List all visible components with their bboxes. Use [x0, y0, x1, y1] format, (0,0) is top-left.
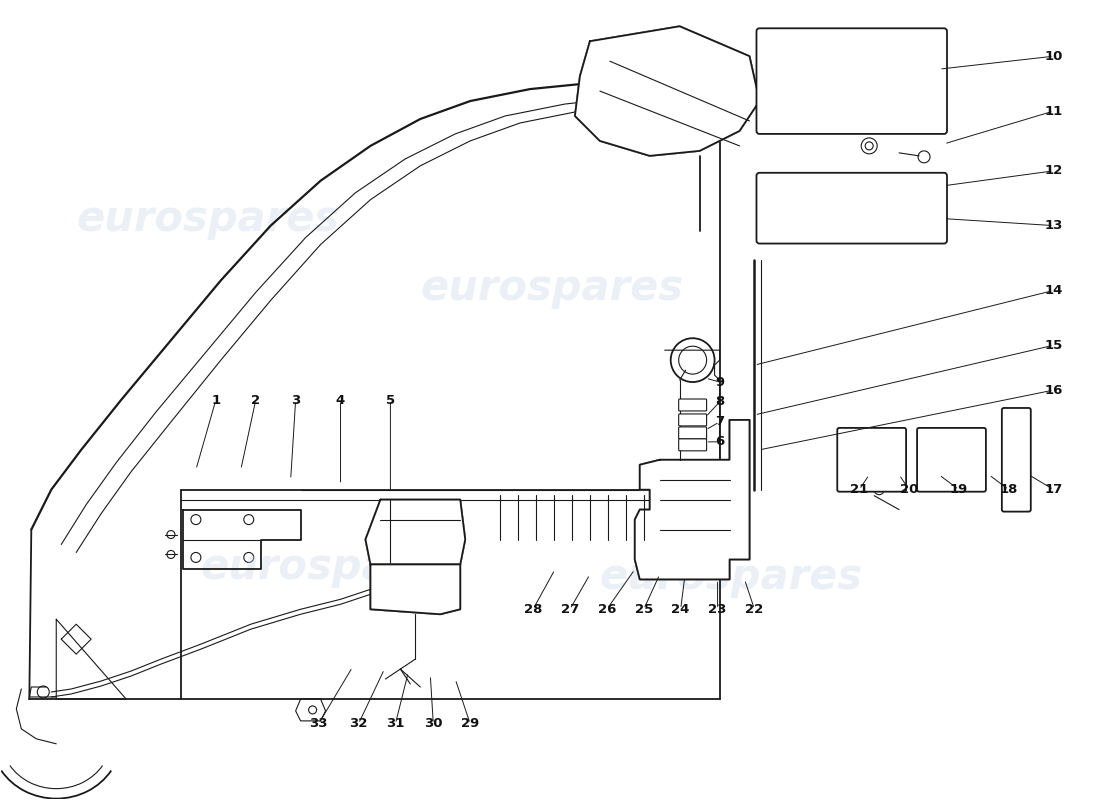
Polygon shape	[371, 565, 460, 614]
Text: 13: 13	[1045, 219, 1063, 232]
Text: 21: 21	[850, 483, 868, 496]
Text: 12: 12	[1045, 164, 1063, 178]
FancyBboxPatch shape	[757, 173, 947, 243]
FancyBboxPatch shape	[917, 428, 986, 492]
Text: 3: 3	[292, 394, 300, 406]
Text: 33: 33	[309, 718, 328, 730]
FancyBboxPatch shape	[679, 414, 706, 426]
Text: 30: 30	[424, 718, 442, 730]
Text: 16: 16	[1045, 383, 1063, 397]
Polygon shape	[575, 26, 759, 156]
Text: 29: 29	[461, 718, 480, 730]
Text: eurospares: eurospares	[76, 198, 339, 239]
FancyBboxPatch shape	[679, 427, 706, 439]
FancyBboxPatch shape	[679, 399, 706, 411]
Text: eurospares: eurospares	[600, 556, 864, 598]
Text: 14: 14	[1045, 284, 1063, 297]
Text: 7: 7	[715, 415, 724, 429]
Text: 4: 4	[336, 394, 345, 406]
Text: 24: 24	[671, 602, 690, 616]
Text: 17: 17	[1045, 483, 1063, 496]
Text: 19: 19	[949, 483, 968, 496]
Text: 20: 20	[900, 483, 918, 496]
Text: 2: 2	[251, 394, 261, 406]
Text: eurospares: eurospares	[201, 546, 464, 588]
Text: 26: 26	[597, 602, 616, 616]
Text: 15: 15	[1045, 338, 1063, 352]
FancyBboxPatch shape	[1002, 408, 1031, 512]
Text: 11: 11	[1045, 105, 1063, 118]
Text: 18: 18	[1000, 483, 1018, 496]
FancyBboxPatch shape	[757, 28, 947, 134]
FancyBboxPatch shape	[679, 439, 706, 451]
Text: 25: 25	[635, 602, 653, 616]
Text: 22: 22	[746, 602, 763, 616]
FancyBboxPatch shape	[837, 428, 906, 492]
Text: 9: 9	[715, 375, 724, 389]
Polygon shape	[365, 500, 465, 565]
Text: 32: 32	[350, 718, 367, 730]
Text: 1: 1	[211, 394, 220, 406]
Text: 27: 27	[561, 602, 579, 616]
Text: 8: 8	[715, 395, 724, 409]
Text: 28: 28	[524, 602, 542, 616]
Text: 23: 23	[708, 602, 727, 616]
Text: eurospares: eurospares	[420, 267, 683, 310]
Text: 31: 31	[386, 718, 405, 730]
Polygon shape	[635, 420, 749, 579]
Text: 5: 5	[386, 394, 395, 406]
Text: 10: 10	[1045, 50, 1063, 62]
Text: 6: 6	[715, 435, 724, 448]
